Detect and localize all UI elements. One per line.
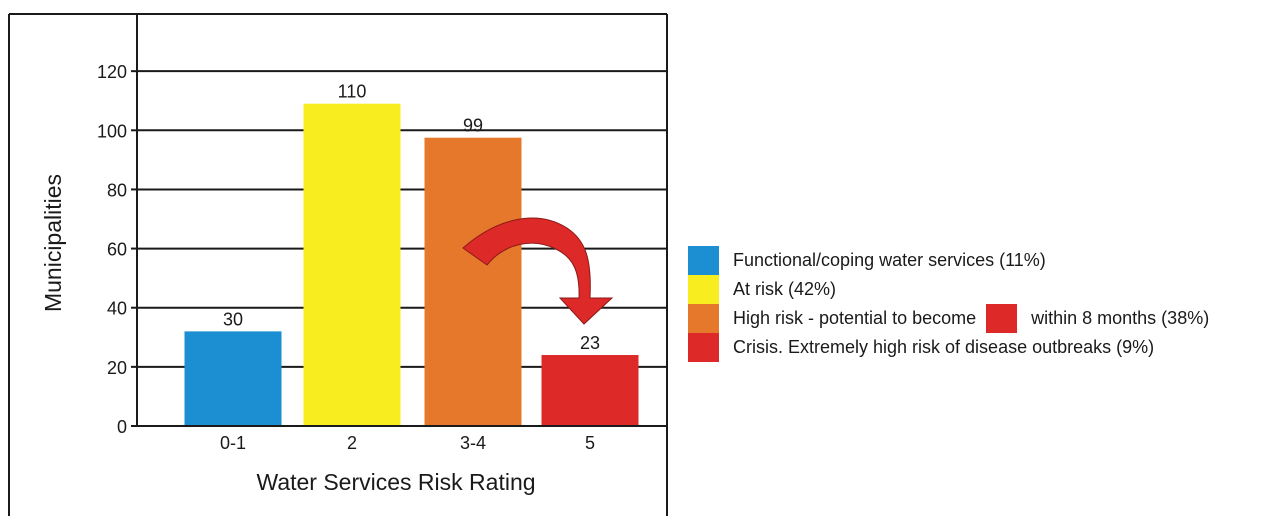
bars [184, 103, 639, 426]
y-tick-label: 40 [107, 299, 127, 319]
data-label: 110 [338, 82, 367, 102]
legend-swatch [688, 246, 719, 275]
legend-label: Functional/coping water services (11%) [733, 250, 1046, 270]
legend-item-functional: Functional/coping water services (11%) [688, 246, 1209, 275]
y-tick-label: 20 [107, 358, 127, 378]
data-label: 99 [463, 116, 483, 136]
data-label: 23 [580, 333, 600, 353]
legend-label: High risk - potential to become [733, 308, 977, 328]
y-tick-label: 0 [117, 417, 127, 437]
legend-label: At risk (42%) [733, 279, 837, 299]
axes [136, 14, 667, 427]
y-axis-title: Municipalities [40, 174, 66, 312]
bar-5 [541, 355, 639, 426]
y-tick-label: 100 [97, 121, 127, 141]
y-tick-label: 80 [107, 180, 127, 200]
legend-item-at-risk: At risk (42%) [688, 275, 1209, 304]
legend: Functional/coping water services (11%) A… [688, 246, 1209, 362]
x-tick-label: 3-4 [460, 433, 486, 453]
x-tick-label: 5 [585, 433, 595, 453]
legend-label-after: within 8 months (38%) [1031, 308, 1210, 328]
legend-item-high-risk: High risk - potential to become within 8… [688, 304, 1209, 333]
data-label: 30 [223, 309, 243, 329]
curved-arrow-icon [462, 217, 614, 325]
y-tick-label: 120 [97, 62, 127, 82]
legend-item-crisis: Crisis. Extremely high risk of disease o… [688, 333, 1209, 362]
bar-2 [303, 103, 401, 426]
labels: 0 20 40 60 80 100 120 30 0-1 110 2 99 3-4 23 5 [97, 62, 600, 453]
legend-swatch [688, 275, 719, 304]
bar-0-1 [184, 331, 282, 426]
legend-label: Crisis. Extremely high risk of disease o… [733, 337, 1155, 357]
x-tick-label: 2 [347, 433, 357, 453]
x-tick-label: 0-1 [220, 433, 246, 453]
legend-swatch [688, 304, 719, 333]
bar-3-4 [424, 137, 522, 426]
y-tick-label: 60 [107, 240, 127, 260]
legend-inline-crisis-swatch [986, 304, 1018, 333]
legend-swatch [688, 333, 719, 362]
x-axis-title: Water Services Risk Rating [256, 469, 535, 495]
